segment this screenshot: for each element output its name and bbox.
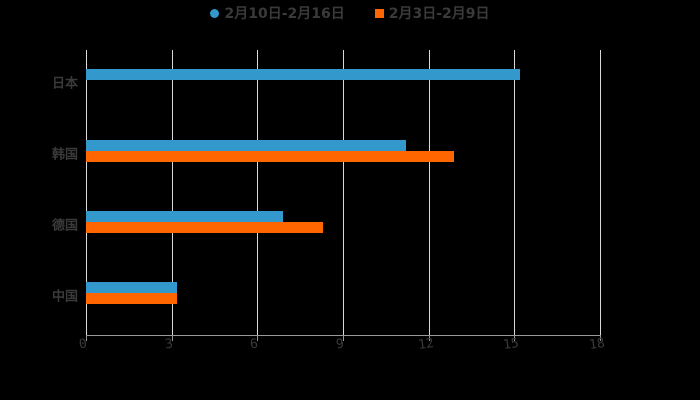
x-tick-label: 3 — [163, 336, 174, 353]
legend-label: 2月3日-2月9日 — [388, 6, 490, 22]
x-tick — [343, 335, 344, 341]
y-category-label: 德国 — [51, 218, 78, 234]
gridline — [343, 50, 344, 335]
legend-item-series-1[interactable]: 2月10日-2月16日 — [210, 4, 345, 22]
legend-label: 2月10日-2月16日 — [224, 6, 345, 22]
gridline — [428, 50, 430, 335]
bar[interactable] — [86, 150, 455, 162]
y-category-label: 日本 — [51, 76, 78, 92]
x-tick — [171, 335, 173, 341]
gridline — [600, 50, 601, 335]
x-tick — [514, 335, 516, 341]
bar[interactable] — [86, 139, 406, 151]
bar[interactable] — [86, 68, 521, 80]
x-tick-label: 18 — [588, 335, 606, 354]
bar[interactable] — [86, 211, 284, 223]
legend: 2月10日-2月16日 2月3日-2月9日 — [0, 4, 700, 22]
x-tick — [600, 335, 601, 341]
x-tick-label: 12 — [416, 335, 435, 354]
gridline — [86, 50, 87, 335]
legend-item-series-2[interactable]: 2月3日-2月9日 — [374, 4, 490, 22]
square-marker-icon — [374, 8, 384, 18]
bar[interactable] — [86, 222, 323, 234]
x-tick — [428, 335, 430, 341]
circle-marker-icon — [210, 8, 220, 18]
bar[interactable] — [86, 293, 178, 305]
y-category-label: 中国 — [51, 289, 78, 305]
x-tick — [86, 335, 87, 341]
gridline — [171, 50, 173, 335]
y-category-label: 韩国 — [51, 147, 78, 163]
gridline — [257, 50, 259, 335]
x-tick-label: 15 — [502, 335, 521, 354]
gridline — [514, 50, 516, 335]
bar[interactable] — [86, 282, 178, 294]
x-tick — [257, 335, 259, 341]
